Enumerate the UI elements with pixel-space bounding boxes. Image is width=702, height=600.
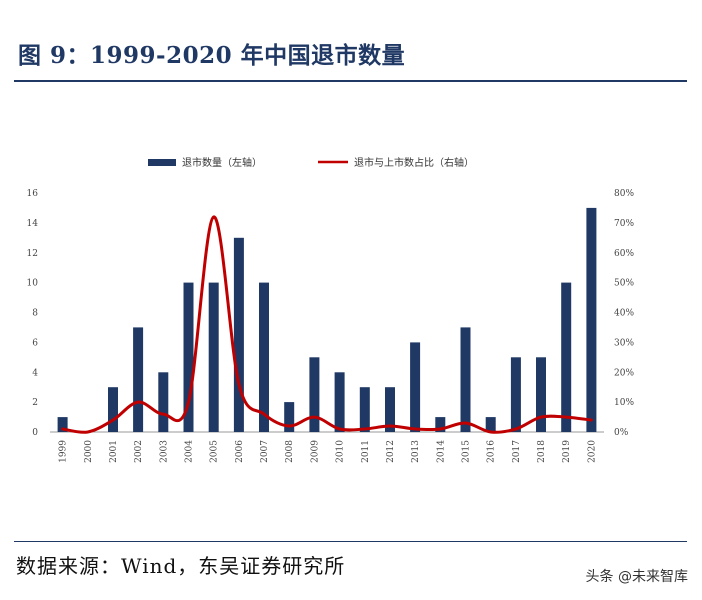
- bar-2010: [334, 372, 345, 433]
- bar-2006: [233, 237, 244, 432]
- y-right-tick-label: 60%: [614, 249, 634, 259]
- bar-2020: [586, 207, 597, 432]
- bar-2019: [561, 282, 572, 432]
- x-tick-label: 2014: [436, 440, 446, 463]
- x-tick-label: 2000: [84, 440, 94, 463]
- bar-2003: [158, 372, 169, 433]
- bar-2009: [309, 357, 320, 432]
- x-tick-label: 2015: [462, 440, 472, 463]
- source-note: 数据来源：Wind，东吴证券研究所: [16, 554, 346, 578]
- x-tick-label: 2018: [537, 440, 547, 463]
- y-right-tick-label: 70%: [614, 219, 634, 229]
- bars: [57, 207, 597, 433]
- x-tick-label: 2005: [210, 440, 220, 463]
- bar-2004: [183, 282, 194, 432]
- chart-svg: 退市数量（左轴） 退市与上市数占比（右轴） 0 2 4 6 8 10 12 14 16 0% 10%…: [27, 156, 635, 463]
- x-tick-label: 2008: [285, 440, 295, 463]
- y-left-tick-label: 0: [32, 428, 38, 438]
- bar-2005: [208, 282, 219, 432]
- bar-1999: [57, 417, 68, 432]
- ratio-line-path: [61, 215, 593, 434]
- y-right-tick-label: 0%: [614, 428, 629, 438]
- x-tick-label: 2003: [159, 440, 169, 463]
- bar-2002: [133, 327, 144, 432]
- y-right-tick-label: 80%: [614, 189, 634, 199]
- bar-2014: [435, 417, 446, 432]
- x-tick-label: 2019: [562, 440, 572, 463]
- y-left-tick-label: 4: [32, 368, 38, 378]
- bar-2011: [359, 387, 370, 432]
- legend-line-label: 退市与上市数占比（右轴）: [354, 156, 474, 169]
- y-left-tick-label: 14: [27, 219, 39, 229]
- x-tick-label: 2009: [310, 440, 320, 463]
- x-tick-label: 2012: [386, 440, 396, 463]
- x-tick-label: 2017: [512, 440, 522, 463]
- bar-2013: [410, 342, 421, 432]
- x-tick-label: 2004: [185, 440, 195, 463]
- figure-title: 图 9：1999-2020 年中国退市数量: [18, 42, 406, 69]
- bar-2015: [460, 327, 471, 432]
- source-rule: [14, 541, 687, 542]
- y-right-tick-label: 40%: [614, 309, 634, 319]
- bar-2001: [108, 387, 118, 432]
- y-right-tick-label: 30%: [614, 338, 634, 348]
- ratio-line: [61, 215, 593, 434]
- bar-2008: [284, 402, 295, 432]
- y-right-tick-label: 10%: [614, 398, 634, 408]
- y-left-tick-label: 6: [32, 338, 38, 348]
- tick-labels: 0 2 4 6 8 10 12 14 16 0% 10% 20% 30% 40% 50% 60% 70% 80% 1…: [27, 189, 635, 463]
- legend: 退市数量（左轴） 退市与上市数占比（右轴）: [148, 156, 474, 169]
- y-left-tick-label: 12: [27, 249, 38, 259]
- bar-2018: [536, 357, 546, 432]
- x-tick-label: 2010: [336, 440, 346, 463]
- x-tick-label: 2001: [109, 440, 119, 463]
- legend-bar-swatch: [148, 159, 176, 166]
- x-tick-label: 2006: [235, 440, 245, 463]
- x-tick-label: 2011: [361, 440, 371, 463]
- y-left-tick-label: 2: [32, 398, 38, 408]
- bar-2016: [485, 417, 496, 432]
- y-left-tick-label: 8: [32, 309, 38, 319]
- watermark: 头条 @未来智库: [585, 569, 688, 585]
- x-tick-label: 2002: [134, 440, 144, 463]
- x-tick-label: 2020: [587, 440, 597, 463]
- x-tick-label: 2013: [411, 440, 421, 463]
- x-tick-label: 1999: [59, 440, 69, 463]
- bar-2007: [259, 282, 269, 432]
- y-right-tick-label: 50%: [614, 279, 634, 289]
- bar-2017: [510, 357, 521, 432]
- title-rule: [14, 80, 687, 82]
- y-left-tick-label: 16: [27, 189, 39, 199]
- bar-2012: [385, 387, 395, 432]
- y-left-tick-label: 10: [27, 279, 39, 289]
- x-tick-label: 2016: [487, 440, 497, 463]
- y-right-tick-label: 20%: [614, 368, 634, 378]
- x-tick-label: 2007: [260, 440, 270, 463]
- legend-bar-label: 退市数量（左轴）: [182, 156, 262, 169]
